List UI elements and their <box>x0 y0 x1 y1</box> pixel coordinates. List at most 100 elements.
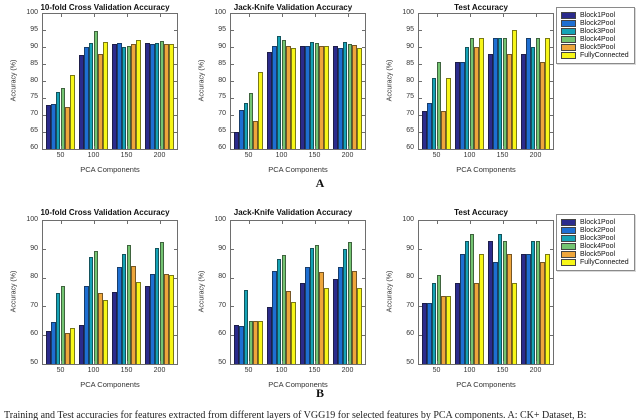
x-tick-mark <box>60 361 62 364</box>
bar-block2pool-200 <box>525 254 531 364</box>
bar-block5pool-150 <box>131 43 137 149</box>
legend-swatch <box>561 227 576 234</box>
bar-block3pool-150 <box>309 247 315 364</box>
x-tick-label: 100 <box>463 152 476 159</box>
x-tick-mark <box>535 361 537 364</box>
y-tick-label: 70 <box>406 301 414 309</box>
x-tick-mark <box>60 221 62 224</box>
legend-label: FullyConnected <box>580 259 629 266</box>
legend-swatch <box>561 12 576 19</box>
bar-fullyconnected-100 <box>103 300 108 364</box>
bar-block1pool-100 <box>79 55 84 149</box>
bar-block4pool-100 <box>93 30 99 149</box>
x-tick-mark <box>314 146 316 149</box>
x-tick-mark <box>281 14 283 17</box>
y-tick-mark <box>362 249 365 251</box>
x-tick-mark <box>159 361 161 364</box>
bar-block1pool-150 <box>488 241 493 364</box>
chart-jackknife-b: Jack-Knife Validation Accuracy Accuracy … <box>190 206 372 402</box>
plot-area <box>42 220 178 365</box>
bar-block1pool-150 <box>300 282 305 364</box>
bar-block4pool-200 <box>159 41 165 149</box>
y-tick-mark <box>419 306 422 308</box>
y-tick-mark <box>550 97 553 99</box>
bar-fullyconnected-100 <box>479 254 484 364</box>
bar-block5pool-100 <box>474 46 480 149</box>
bar-block4pool-200 <box>535 241 541 364</box>
x-tick-mark <box>314 361 316 364</box>
y-tick-mark <box>43 97 46 99</box>
y-tick-mark <box>174 114 177 116</box>
x-tick-mark <box>60 146 62 149</box>
y-tick-label: 65 <box>218 127 226 135</box>
bar-block4pool-150 <box>126 245 132 364</box>
x-tick-mark <box>469 14 471 17</box>
bar-block3pool-100 <box>464 241 470 364</box>
legend-swatch <box>561 52 576 59</box>
legend-label: Block3Pool <box>580 235 616 242</box>
x-tick-label: 50 <box>56 367 65 374</box>
y-tick-label: 75 <box>218 93 226 101</box>
bar-block4pool-100 <box>281 40 287 149</box>
x-tick-mark <box>469 146 471 149</box>
bar-block2pool-150 <box>304 267 310 364</box>
y-tick-label: 80 <box>30 76 38 84</box>
bar-block4pool-150 <box>502 241 508 364</box>
bar-block3pool-200 <box>530 46 536 149</box>
legend-item-block5pool: Block5Pool <box>561 44 629 51</box>
x-tick-mark <box>469 361 471 364</box>
legend-label: Block1Pool <box>580 12 616 19</box>
y-tick-label: 50 <box>30 359 38 366</box>
y-tick-mark <box>174 30 177 32</box>
bar-block2pool-200 <box>337 267 343 364</box>
x-tick-mark <box>314 221 316 224</box>
y-tick-mark <box>419 81 422 82</box>
bar-fullyconnected-100 <box>103 41 108 149</box>
y-tick-mark <box>43 334 46 336</box>
legend-item-block4pool: Block4Pool <box>561 243 629 250</box>
bar-block5pool-150 <box>507 254 513 364</box>
chart-title: 10-fold Cross Validation Accuracy <box>40 208 170 217</box>
y-tick-mark <box>174 131 177 133</box>
x-tick-mark <box>436 361 438 364</box>
bar-fullyconnected-150 <box>136 40 141 149</box>
x-tick-label: 200 <box>153 152 166 159</box>
y-tick-mark <box>43 131 46 133</box>
y-tick-mark <box>419 249 422 251</box>
y-tick-mark <box>362 97 365 99</box>
bar-block3pool-200 <box>342 249 348 364</box>
chart-10fold-cv-b: 10-fold Cross Validation Accuracy Accura… <box>2 206 184 402</box>
bar-block5pool-200 <box>164 274 170 364</box>
y-tick-mark <box>174 277 177 279</box>
x-tick-mark <box>159 221 161 224</box>
bar-block1pool-200 <box>333 46 338 149</box>
chart-test-b: Test Accuracy Accuracy (%) PCA Component… <box>378 206 560 402</box>
y-tick-mark <box>550 334 553 336</box>
y-tick-mark <box>550 114 553 116</box>
legend-label: Block5Pool <box>580 251 616 258</box>
bar-block1pool-100 <box>455 61 460 149</box>
x-tick-label: 150 <box>120 152 133 159</box>
y-tick-label: 60 <box>218 330 226 338</box>
y-tick-label: 60 <box>30 144 38 151</box>
y-tick-mark <box>174 64 177 66</box>
legend-item-block1pool: Block1Pool <box>561 219 629 226</box>
legend-label: Block4Pool <box>580 36 616 43</box>
chart-title: Jack-Knife Validation Accuracy <box>233 208 353 217</box>
bar-block1pool-50 <box>46 331 51 364</box>
x-tick-mark <box>126 14 128 17</box>
y-tick-mark <box>550 306 553 308</box>
y-tick-mark <box>174 306 177 308</box>
x-tick-mark <box>93 14 95 17</box>
x-tick-mark <box>281 146 283 149</box>
bar-block3pool-150 <box>497 234 503 364</box>
x-tick-mark <box>347 146 349 149</box>
bar-block4pool-100 <box>469 234 475 364</box>
bar-block3pool-50 <box>431 282 437 364</box>
y-tick-mark <box>550 30 553 32</box>
y-tick-mark <box>43 114 46 116</box>
bar-block1pool-200 <box>521 254 526 364</box>
bar-block5pool-50 <box>65 106 71 149</box>
bar-fullyconnected-200 <box>545 38 550 149</box>
